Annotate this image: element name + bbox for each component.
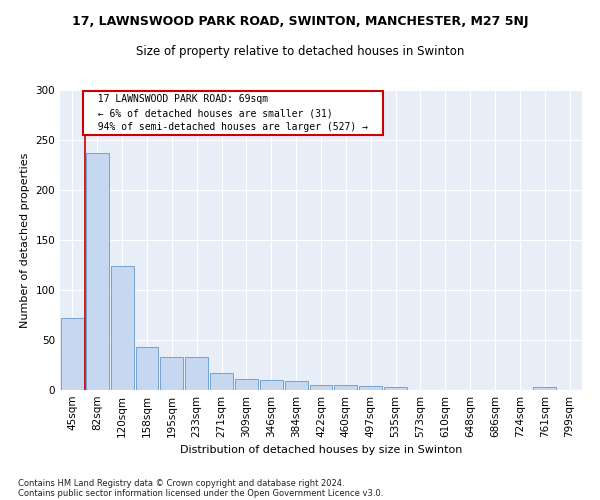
Bar — [384, 387, 407, 390]
Text: Size of property relative to detached houses in Swinton: Size of property relative to detached ho… — [136, 45, 464, 58]
Bar — [260, 380, 283, 390]
Text: 17 LAWNSWOOD PARK ROAD: 69sqm  
  ← 6% of detached houses are smaller (31)  
  9: 17 LAWNSWOOD PARK ROAD: 69sqm ← 6% of de… — [86, 94, 380, 132]
X-axis label: Distribution of detached houses by size in Swinton: Distribution of detached houses by size … — [180, 446, 462, 456]
Bar — [160, 357, 183, 390]
Bar — [533, 387, 556, 390]
Bar — [111, 266, 134, 390]
Bar — [185, 357, 208, 390]
Bar — [235, 379, 258, 390]
Bar — [359, 386, 382, 390]
Bar — [334, 385, 357, 390]
Bar — [61, 318, 84, 390]
Bar — [136, 347, 158, 390]
Bar — [86, 153, 109, 390]
Y-axis label: Number of detached properties: Number of detached properties — [20, 152, 30, 328]
Bar — [210, 373, 233, 390]
Text: 17, LAWNSWOOD PARK ROAD, SWINTON, MANCHESTER, M27 5NJ: 17, LAWNSWOOD PARK ROAD, SWINTON, MANCHE… — [72, 15, 528, 28]
Text: Contains HM Land Registry data © Crown copyright and database right 2024.: Contains HM Land Registry data © Crown c… — [18, 478, 344, 488]
Text: Contains public sector information licensed under the Open Government Licence v3: Contains public sector information licen… — [18, 488, 383, 498]
Bar — [310, 385, 332, 390]
Bar — [285, 381, 308, 390]
